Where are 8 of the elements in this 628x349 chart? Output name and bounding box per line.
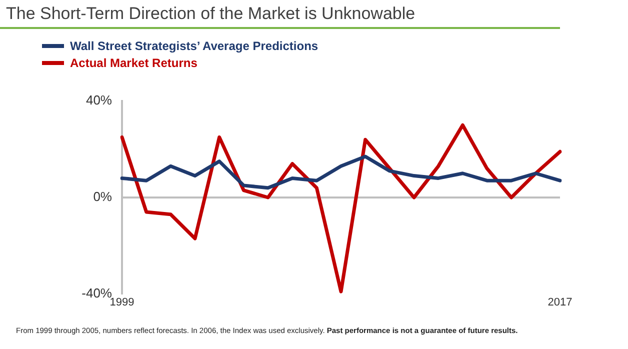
x-tick-label: 2017 (548, 296, 572, 309)
chart-title: The Short-Term Direction of the Market is Unknowable (6, 4, 416, 24)
legend-label: Wall Street Strategists’ Average Predictions (70, 38, 318, 52)
x-tick-label: 1999 (110, 296, 134, 309)
y-tick-label: 0% (93, 189, 112, 204)
legend-label: Actual Market Returns (70, 56, 198, 70)
y-tick-label: -40% (82, 286, 112, 301)
y-tick-label: 40% (86, 92, 112, 108)
